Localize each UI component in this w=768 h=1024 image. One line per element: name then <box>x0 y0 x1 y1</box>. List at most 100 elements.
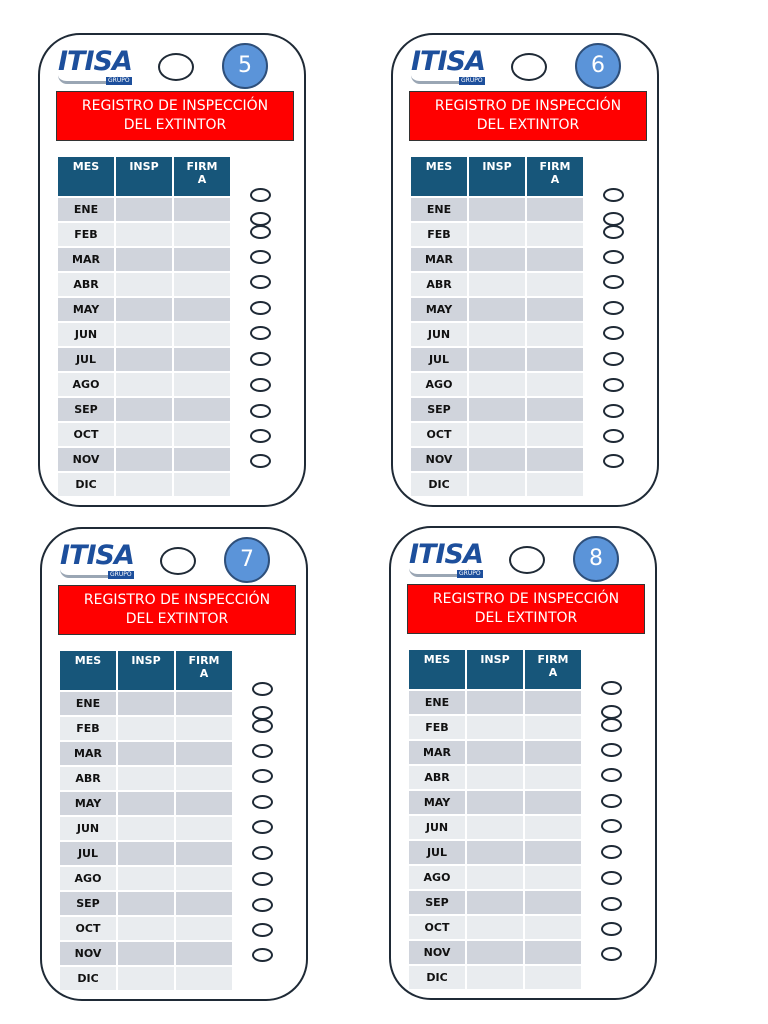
firma-cell[interactable] <box>176 867 232 890</box>
firma-cell[interactable] <box>525 966 581 989</box>
punch-circle[interactable] <box>252 706 273 720</box>
insp-cell[interactable] <box>116 273 172 296</box>
punch-circle[interactable] <box>250 429 271 443</box>
punch-circle[interactable] <box>603 250 624 264</box>
insp-cell[interactable] <box>116 448 172 471</box>
punch-circle[interactable] <box>250 225 271 239</box>
firma-cell[interactable] <box>527 398 583 421</box>
punch-circle[interactable] <box>252 898 273 912</box>
insp-cell[interactable] <box>467 741 523 764</box>
insp-cell[interactable] <box>116 373 172 396</box>
punch-circle[interactable] <box>250 378 271 392</box>
firma-cell[interactable] <box>525 791 581 814</box>
firma-cell[interactable] <box>525 916 581 939</box>
punch-circle[interactable] <box>252 872 273 886</box>
firma-cell[interactable] <box>527 473 583 496</box>
insp-cell[interactable] <box>467 916 523 939</box>
firma-cell[interactable] <box>525 816 581 839</box>
punch-circle[interactable] <box>603 301 624 315</box>
insp-cell[interactable] <box>469 248 525 271</box>
firma-cell[interactable] <box>176 792 232 815</box>
punch-circle[interactable] <box>252 948 273 962</box>
punch-circle[interactable] <box>603 326 624 340</box>
insp-cell[interactable] <box>467 966 523 989</box>
insp-cell[interactable] <box>116 423 172 446</box>
firma-cell[interactable] <box>176 967 232 990</box>
insp-cell[interactable] <box>116 473 172 496</box>
insp-cell[interactable] <box>467 716 523 739</box>
punch-circle[interactable] <box>250 301 271 315</box>
punch-circle[interactable] <box>601 718 622 732</box>
punch-circle[interactable] <box>601 819 622 833</box>
insp-cell[interactable] <box>467 891 523 914</box>
punch-circle[interactable] <box>250 454 271 468</box>
firma-cell[interactable] <box>525 866 581 889</box>
punch-circle[interactable] <box>250 188 271 202</box>
firma-cell[interactable] <box>525 841 581 864</box>
firma-cell[interactable] <box>525 691 581 714</box>
insp-cell[interactable] <box>116 298 172 321</box>
firma-cell[interactable] <box>527 198 583 221</box>
firma-cell[interactable] <box>174 273 230 296</box>
firma-cell[interactable] <box>176 842 232 865</box>
punch-circle[interactable] <box>601 794 622 808</box>
firma-cell[interactable] <box>527 298 583 321</box>
insp-cell[interactable] <box>469 298 525 321</box>
punch-circle[interactable] <box>252 795 273 809</box>
insp-cell[interactable] <box>118 867 174 890</box>
firma-cell[interactable] <box>527 223 583 246</box>
firma-cell[interactable] <box>176 767 232 790</box>
firma-cell[interactable] <box>174 323 230 346</box>
punch-circle[interactable] <box>250 404 271 418</box>
firma-cell[interactable] <box>174 348 230 371</box>
punch-circle[interactable] <box>603 275 624 289</box>
firma-cell[interactable] <box>176 692 232 715</box>
insp-cell[interactable] <box>467 691 523 714</box>
firma-cell[interactable] <box>527 323 583 346</box>
punch-circle[interactable] <box>601 947 622 961</box>
punch-circle[interactable] <box>601 743 622 757</box>
punch-circle[interactable] <box>601 922 622 936</box>
punch-circle[interactable] <box>603 188 624 202</box>
insp-cell[interactable] <box>467 816 523 839</box>
firma-cell[interactable] <box>174 248 230 271</box>
punch-circle[interactable] <box>252 682 273 696</box>
firma-cell[interactable] <box>176 717 232 740</box>
insp-cell[interactable] <box>118 742 174 765</box>
firma-cell[interactable] <box>174 198 230 221</box>
punch-circle[interactable] <box>603 454 624 468</box>
firma-cell[interactable] <box>525 891 581 914</box>
firma-cell[interactable] <box>525 741 581 764</box>
insp-cell[interactable] <box>118 942 174 965</box>
punch-circle[interactable] <box>603 404 624 418</box>
insp-cell[interactable] <box>469 373 525 396</box>
firma-cell[interactable] <box>525 716 581 739</box>
insp-cell[interactable] <box>116 398 172 421</box>
firma-cell[interactable] <box>525 941 581 964</box>
insp-cell[interactable] <box>469 473 525 496</box>
firma-cell[interactable] <box>527 273 583 296</box>
insp-cell[interactable] <box>467 766 523 789</box>
insp-cell[interactable] <box>467 841 523 864</box>
punch-circle[interactable] <box>603 429 624 443</box>
punch-circle[interactable] <box>252 846 273 860</box>
insp-cell[interactable] <box>118 817 174 840</box>
punch-circle[interactable] <box>250 326 271 340</box>
firma-cell[interactable] <box>176 742 232 765</box>
insp-cell[interactable] <box>118 692 174 715</box>
insp-cell[interactable] <box>467 866 523 889</box>
firma-cell[interactable] <box>176 942 232 965</box>
punch-circle[interactable] <box>252 719 273 733</box>
firma-cell[interactable] <box>525 766 581 789</box>
insp-cell[interactable] <box>118 792 174 815</box>
punch-circle[interactable] <box>250 275 271 289</box>
firma-cell[interactable] <box>174 298 230 321</box>
firma-cell[interactable] <box>174 473 230 496</box>
firma-cell[interactable] <box>174 373 230 396</box>
insp-cell[interactable] <box>118 892 174 915</box>
firma-cell[interactable] <box>527 348 583 371</box>
punch-circle[interactable] <box>601 897 622 911</box>
insp-cell[interactable] <box>118 842 174 865</box>
insp-cell[interactable] <box>118 917 174 940</box>
insp-cell[interactable] <box>469 448 525 471</box>
